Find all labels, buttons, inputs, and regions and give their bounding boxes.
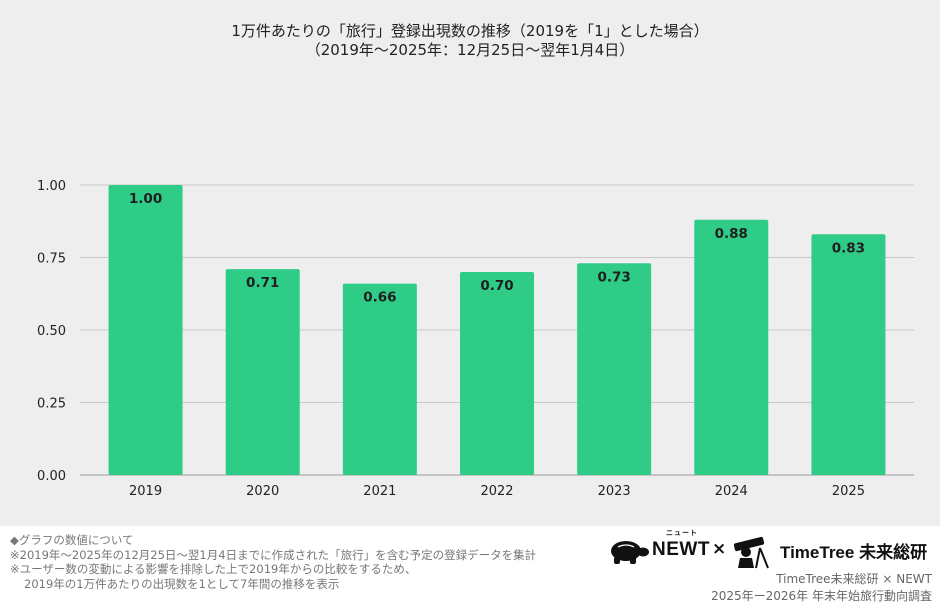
- chart-subtitle: （2019年〜2025年：12月25日〜翌年1月4日）: [305, 41, 635, 59]
- bar-2021: [342, 283, 417, 475]
- value-label-2020: 0.71: [246, 275, 279, 291]
- x-tick-label-2025: 2025: [832, 484, 865, 499]
- x-axis-ticks: 2019 2020 2021 2022 2023 2024 2025: [129, 484, 865, 499]
- value-label-2021: 0.66: [363, 290, 396, 306]
- value-label-2023: 0.73: [597, 269, 630, 285]
- value-label-2025: 0.83: [832, 240, 865, 256]
- bars: 1.00 0.71 0.66 0.70 0.73 0.88 0.83: [108, 185, 886, 475]
- x-tick-label-2024: 2024: [715, 484, 748, 499]
- credit-line-1: TimeTree未来総研 × NEWT: [776, 572, 932, 586]
- chart-title-block: 1万件あたりの「旅行」登録出現数の推移（2019を「1」とした場合） （2019…: [0, 22, 940, 60]
- notes-line-1: ※2019年〜2025年の12月25日〜翌1月4日までに作成された「旅行」を含む…: [10, 547, 537, 562]
- bar-2024: [694, 219, 769, 475]
- credit-block: TimeTree未来総研 × NEWT 2025年ー2026年 年末年始旅行動向…: [711, 571, 932, 605]
- bar-2022: [460, 272, 534, 475]
- value-label-2024: 0.88: [715, 226, 748, 242]
- bar-chart: 0.00 0.25 0.50 0.75 1.00 1.00 0.71 0.66 0.70 0.7…: [37, 179, 914, 499]
- notes-heading: ◆グラフの数値について: [10, 533, 134, 547]
- turtle-icon: [611, 541, 649, 564]
- x-tick-label-2023: 2023: [598, 484, 631, 499]
- notes-block: ◆グラフの数値について ※2019年〜2025年の12月25日〜翌1月4日までに…: [10, 533, 600, 591]
- y-axis-ticks: 0.00 0.25 0.50 0.75 1.00: [37, 179, 66, 484]
- logos: ニュート NEWT × TimeTree 未来総研: [604, 526, 934, 570]
- value-label-2019: 1.00: [129, 191, 162, 207]
- x-tick-label-2019: 2019: [129, 484, 162, 499]
- y-tick-label: 1.00: [37, 179, 66, 194]
- x-tick-label-2021: 2021: [363, 484, 396, 499]
- newt-logo: NEWT: [652, 539, 710, 560]
- x-tick-label-2020: 2020: [246, 484, 279, 499]
- newt-logo-small: ニュート: [666, 529, 698, 537]
- value-label-2022: 0.70: [480, 278, 513, 294]
- bar-2025: [811, 234, 886, 475]
- timetree-logo: TimeTree 未来総研: [780, 543, 928, 562]
- bar-2020: [225, 269, 300, 475]
- notes-line-3: 2019年の1万件あたりの出現数を1として7年間の推移を表示: [24, 576, 340, 591]
- y-tick-label: 0.00: [37, 469, 66, 484]
- chart-title: 1万件あたりの「旅行」登録出現数の推移（2019を「1」とした場合）: [231, 22, 709, 40]
- y-tick-label: 0.75: [37, 252, 66, 267]
- y-tick-label: 0.25: [37, 397, 66, 412]
- telescope-person-icon: [733, 536, 769, 569]
- bar-2023: [577, 263, 652, 475]
- y-tick-label: 0.50: [37, 324, 66, 339]
- credit-line-2: 2025年ー2026年 年末年始旅行動向調査: [711, 589, 932, 603]
- x-tick-label-2022: 2022: [480, 484, 513, 499]
- bar-2019: [108, 185, 183, 475]
- logo-separator: ×: [712, 539, 727, 559]
- notes-line-2: ※ユーザー数の変動による影響を排除した上で2019年からの比較をするため、: [10, 562, 417, 576]
